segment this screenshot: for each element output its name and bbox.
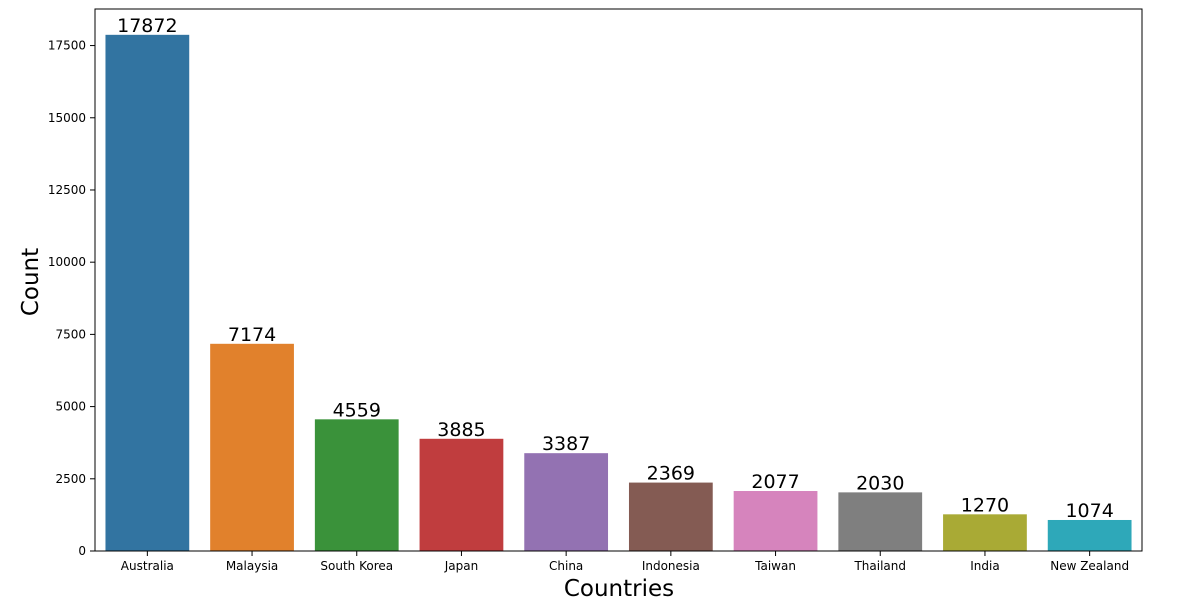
bar-taiwan <box>733 491 818 551</box>
x-tick-label: New Zealand <box>1050 559 1129 573</box>
bar-indonesia <box>628 482 713 551</box>
bar-value-label: 4559 <box>333 399 381 421</box>
bar-malaysia <box>210 343 294 551</box>
y-tick-label: 2500 <box>55 472 86 486</box>
y-tick-label: 10000 <box>48 255 86 269</box>
bar-south-korea <box>314 419 399 551</box>
bar-japan <box>419 438 504 551</box>
x-tick-label: Indonesia <box>642 559 700 573</box>
x-tick-label: India <box>970 559 999 573</box>
x-tick-label: South Korea <box>320 559 393 573</box>
x-tick-label: Thailand <box>853 559 906 573</box>
bar-value-label: 2077 <box>751 471 799 493</box>
y-tick-label: 15000 <box>48 111 86 125</box>
bar-value-label: 2030 <box>856 472 904 494</box>
x-tick-label: Australia <box>121 559 174 573</box>
bar-thailand <box>838 492 923 551</box>
bar-value-label: 1270 <box>961 494 1009 516</box>
bar-australia <box>105 34 190 551</box>
x-tick-label: Malaysia <box>226 559 278 573</box>
x-tick-label: Japan <box>444 559 478 573</box>
y-tick-label: 7500 <box>55 327 86 341</box>
bar-value-label: 2369 <box>647 463 695 485</box>
data-labels-group: 17872 7174 4559 3885 3387 2369 2077 2030 1270 107… <box>117 15 1114 522</box>
x-axis-ticks: Australia Malaysia South Korea Japan China In… <box>121 551 1129 573</box>
x-tick-label: China <box>549 559 583 573</box>
bar-value-label: 7174 <box>228 324 276 346</box>
y-axis-title: Count <box>18 248 44 316</box>
bar-value-label: 1074 <box>1065 500 1113 522</box>
x-tick-label: Taiwan <box>754 559 796 573</box>
y-tick-label: 12500 <box>48 183 86 197</box>
y-axis-ticks: 0 2500 5000 7500 10000 12500 15000 17500 <box>48 39 95 558</box>
bars-group <box>105 34 1132 551</box>
y-tick-label: 0 <box>78 544 86 558</box>
bar-value-label: 3885 <box>437 419 485 441</box>
y-tick-label: 5000 <box>55 400 86 414</box>
bar-china <box>524 453 609 551</box>
y-tick-label: 17500 <box>48 39 86 53</box>
x-axis-title: Countries <box>564 576 674 602</box>
bar-new-zealand <box>1047 519 1132 551</box>
bar-value-label: 17872 <box>117 15 177 37</box>
bar-value-label: 3387 <box>542 433 590 455</box>
plot-frame <box>94 8 1143 552</box>
bar-india <box>943 514 1027 551</box>
